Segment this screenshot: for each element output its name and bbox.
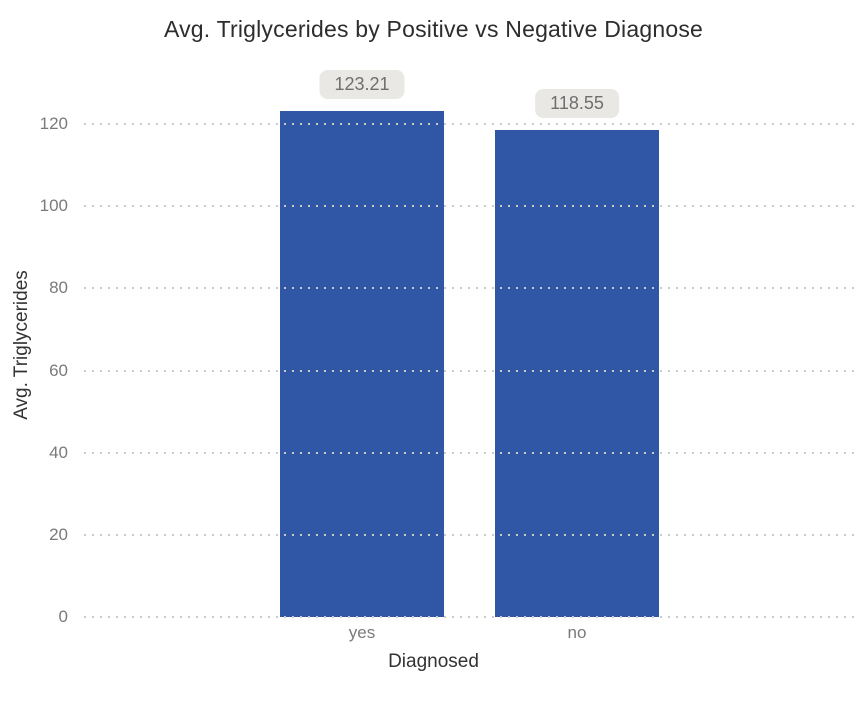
value-label-no: 118.55 [535,89,619,118]
gridline-y120 [84,123,860,126]
chart-title: Avg. Triglycerides by Positive vs Negati… [163,16,704,42]
x-axis-title: Diagnosed [388,651,479,672]
y-tick-label-40: 40 [49,442,68,462]
x-tick-yes: yes [348,623,376,642]
y-tick-label-60: 60 [49,360,68,380]
gridline-y40 [84,451,860,454]
x-tick-no: no [567,623,587,642]
bar-yes [280,110,444,617]
value-label-yes: 123.21 [319,69,405,99]
gridline-y100 [84,205,860,208]
y-tick-label-80: 80 [49,278,68,298]
y-tick-label-0: 0 [58,607,68,626]
gridline-y60 [84,369,860,372]
gridline-y0 [84,616,860,618]
y-tick-label-120: 120 [39,114,68,134]
bar-no [495,130,659,617]
gridline-y80 [84,287,860,290]
gridline-y20 [84,533,860,536]
plot-area: 123.21 118.55 yes no [84,0,860,642]
y-tick-label-100: 100 [39,196,68,216]
y-tick-label-20: 20 [49,524,68,544]
